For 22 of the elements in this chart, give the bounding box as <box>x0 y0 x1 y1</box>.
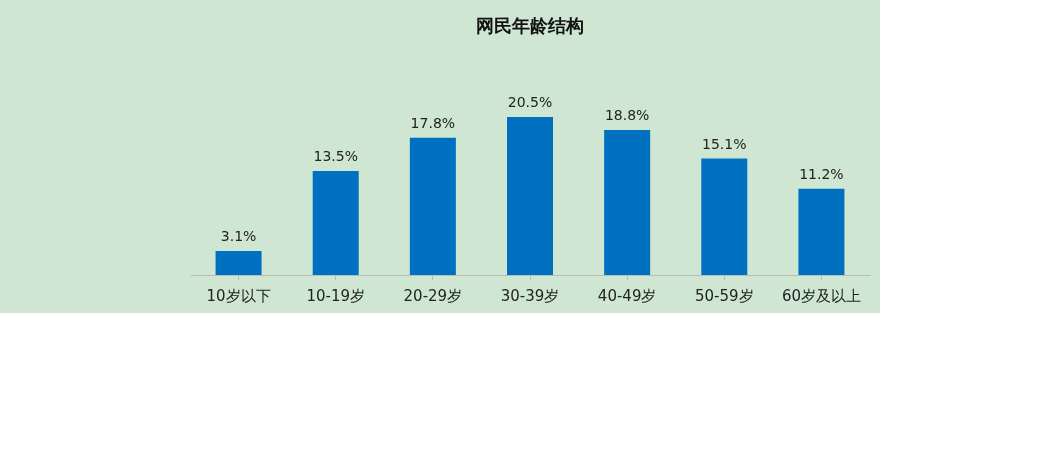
bar <box>215 251 262 275</box>
chart-title: 网民年龄结构 <box>476 15 584 36</box>
bar <box>409 137 456 275</box>
x-tick-label: 40-49岁 <box>597 286 657 305</box>
bar <box>312 170 359 275</box>
data-label: 17.8% <box>410 114 456 131</box>
x-tick-label: 50-59岁 <box>694 286 754 305</box>
x-tick-label: 30-39岁 <box>500 286 560 305</box>
x-tick-label: 60岁及以上 <box>781 286 861 305</box>
bar <box>604 130 651 275</box>
bar <box>507 117 553 275</box>
x-tick-label: 10-19岁 <box>306 286 366 305</box>
bar <box>701 158 748 275</box>
x-tick-label: 10岁以下 <box>206 286 271 305</box>
data-label: 18.8% <box>604 107 650 124</box>
data-label: 15.1% <box>702 135 747 152</box>
x-tick-label: 20-29岁 <box>403 286 463 305</box>
bar <box>798 188 845 275</box>
data-label: 11.2% <box>799 165 844 182</box>
data-label: 13.5% <box>313 147 358 164</box>
data-label: 20.5% <box>507 94 553 110</box>
data-label: 3.1% <box>220 228 257 245</box>
